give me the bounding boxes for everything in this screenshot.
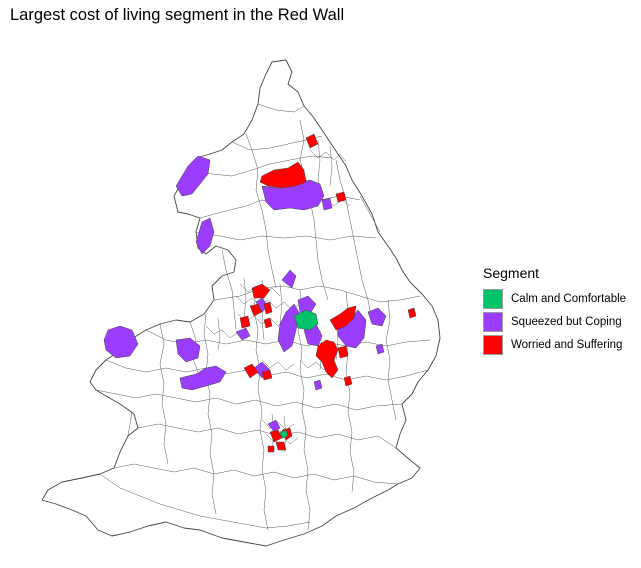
segment-calm-regions [279,309,319,439]
region-squeezed-wales-east [175,337,201,363]
chart-title: Largest cost of living segment in the Re… [10,6,345,24]
region-worried-norfolk [407,307,417,319]
region-squeezed-teesside [321,197,333,211]
region-worried-staffs [243,363,259,379]
region-worried-yorks-a [251,283,271,299]
region-calm-london [279,429,289,439]
region-squeezed-yorks-b [297,295,317,315]
region-worried-cheshire [263,317,273,329]
region-worried-leics [343,375,353,387]
region-calm-notts [293,309,319,331]
region-worried-staffs-b [261,369,273,381]
country-outline [41,59,441,547]
legend-label-squeezed: Squeezed but Coping [511,315,622,328]
region-worried-yorks-b [249,303,263,317]
region-squeezed-yorks-a [281,269,297,289]
legend-title: Segment [483,265,540,281]
region-squeezed-lincs-b [367,307,387,327]
region-worried-lincs-a [329,305,357,331]
region-squeezed-wales-north [103,325,139,359]
region-squeezed-leics [313,379,323,391]
region-squeezed-london-a [267,419,281,433]
region-squeezed-lancs [195,217,215,255]
region-worried-london-d [267,445,275,453]
region-squeezed-wales-mid [179,365,227,391]
region-worried-yorks-c [263,301,273,315]
segment-squeezed-regions [103,155,387,433]
legend-label-worried: Worried and Suffering [511,338,623,351]
region-worried-london-c [275,441,287,451]
region-worried-notts-b [337,345,349,359]
region-worried-northumb [305,133,319,149]
region-squeezed-cumbria [175,155,211,197]
region-worried-hartlepool [335,191,347,203]
legend-item-squeezed: Squeezed but Coping [483,310,626,333]
region-worried-durham [259,161,307,189]
constituency-boundaries [95,103,431,531]
legend-item-worried: Worried and Suffering [483,333,626,356]
region-worried-yorks-d [239,315,251,329]
region-worried-notts [315,339,339,379]
legend-swatch-squeezed [483,311,503,332]
legend: Segment Calm and Comfortable Squeezed bu… [483,265,626,356]
region-squeezed-lincs-c [375,343,385,355]
legend-item-calm: Calm and Comfortable [483,287,626,310]
legend-swatch-worried [483,334,503,355]
legend-label-calm: Calm and Comfortable [511,292,627,305]
region-squeezed-cheshire [235,327,251,341]
legend-swatch-calm [483,288,503,309]
